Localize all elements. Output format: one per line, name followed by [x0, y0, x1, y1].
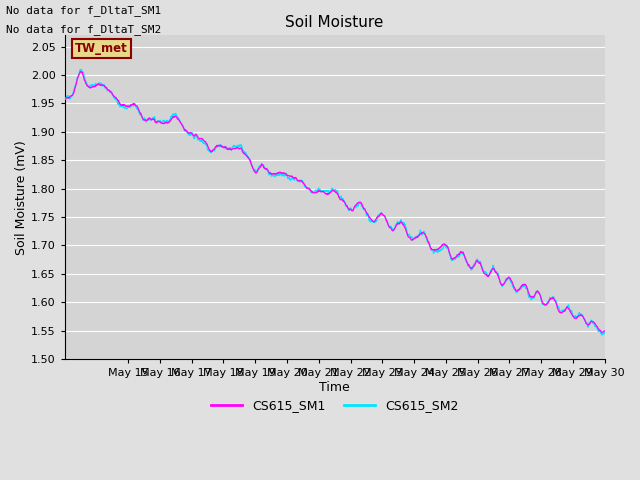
Text: No data for f_DltaT_SM2: No data for f_DltaT_SM2	[6, 24, 162, 35]
Legend: CS615_SM1, CS615_SM2: CS615_SM1, CS615_SM2	[205, 395, 463, 418]
X-axis label: Time: Time	[319, 381, 350, 394]
Title: Soil Moisture: Soil Moisture	[285, 15, 384, 30]
Text: No data for f_DltaT_SM1: No data for f_DltaT_SM1	[6, 5, 162, 16]
Y-axis label: Soil Moisture (mV): Soil Moisture (mV)	[15, 140, 28, 254]
Text: TW_met: TW_met	[76, 42, 128, 55]
